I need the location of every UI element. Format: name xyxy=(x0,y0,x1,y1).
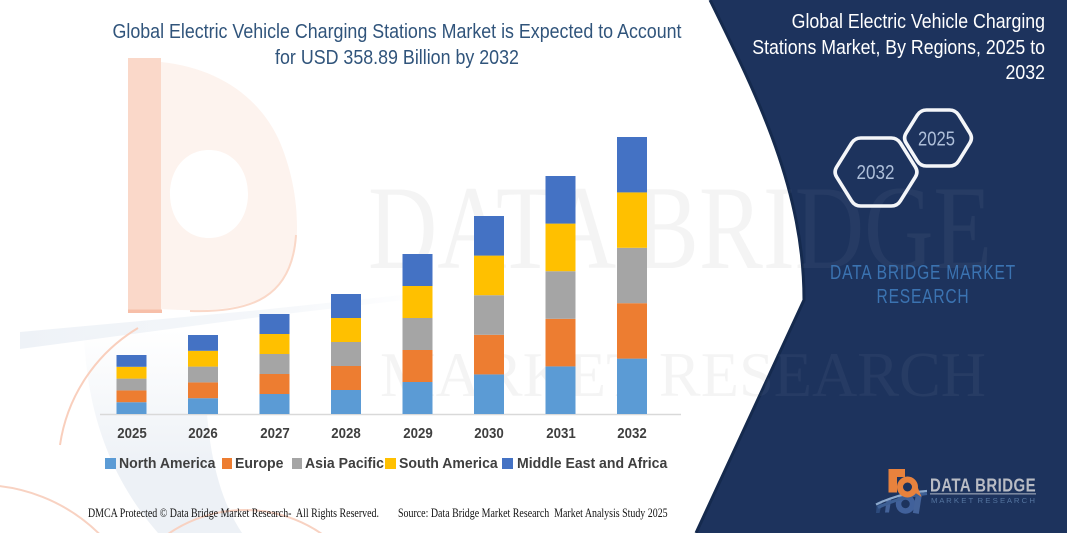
svg-text:2025: 2025 xyxy=(918,128,955,151)
svg-text:M A R K E T R E S E A R C H: M A R K E T R E S E A R C H xyxy=(931,496,1035,505)
svg-text:DATA BRIDGE: DATA BRIDGE xyxy=(930,476,1036,496)
svg-text:2032: 2032 xyxy=(857,161,895,184)
